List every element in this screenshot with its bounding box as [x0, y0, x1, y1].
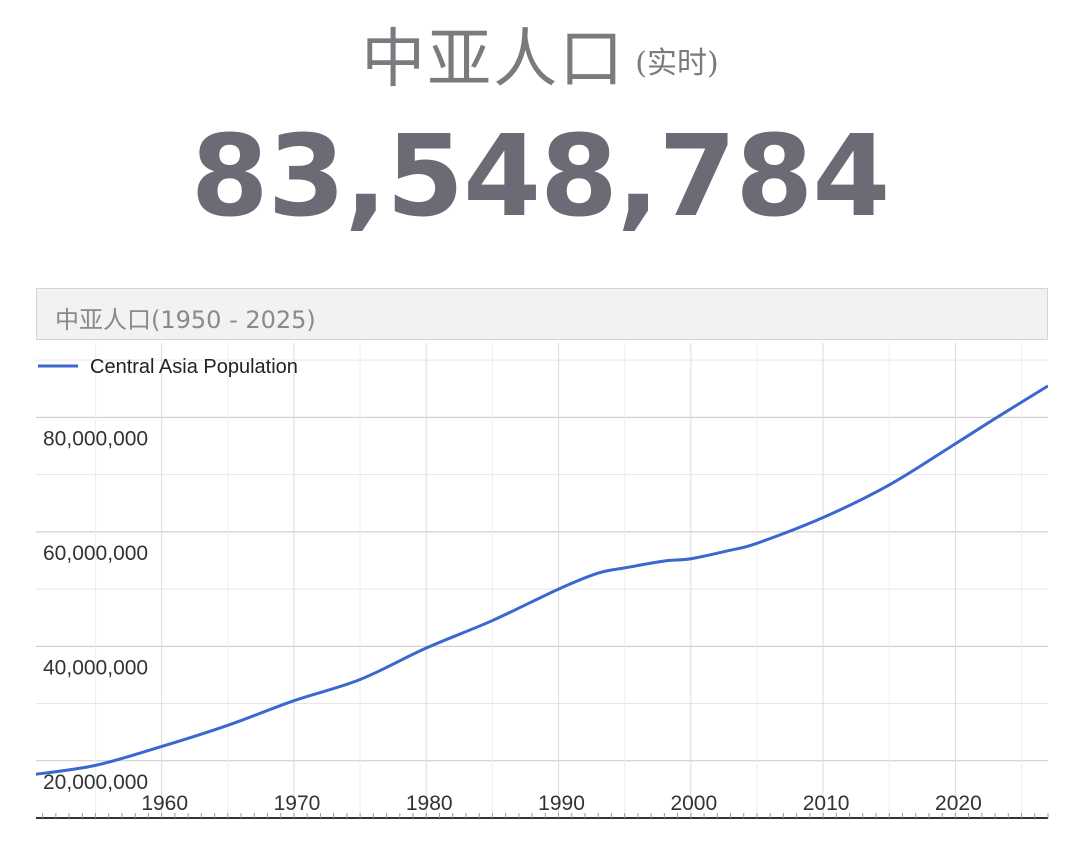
y-tick-label: 40,000,000	[43, 656, 148, 679]
series-line	[36, 384, 1048, 776]
x-tick-label: 1970	[274, 792, 321, 815]
y-tick-label: 80,000,000	[43, 427, 148, 450]
x-tick-label: 2020	[935, 792, 982, 815]
x-tick-label: 1990	[538, 792, 585, 815]
population-counter: 83,548,784	[190, 112, 891, 242]
x-tick-label: 2010	[803, 792, 850, 815]
y-tick-label: 60,000,000	[43, 542, 148, 565]
chart-title: 中亚人口(1950 - 2025)	[55, 306, 316, 334]
legend-label: Central Asia Population	[90, 356, 298, 378]
page-heading: 中亚人口 (实时)	[0, 8, 1080, 100]
page-subtitle: (实时)	[635, 46, 719, 81]
x-tick-label: 1980	[406, 792, 453, 815]
page-title: 中亚人口	[361, 23, 626, 97]
chart-header: 中亚人口(1950 - 2025)	[36, 288, 1048, 340]
x-tick-label: 1960	[141, 792, 188, 815]
y-tick-label: 20,000,000	[43, 771, 148, 794]
x-tick-label: 2000	[670, 792, 717, 815]
